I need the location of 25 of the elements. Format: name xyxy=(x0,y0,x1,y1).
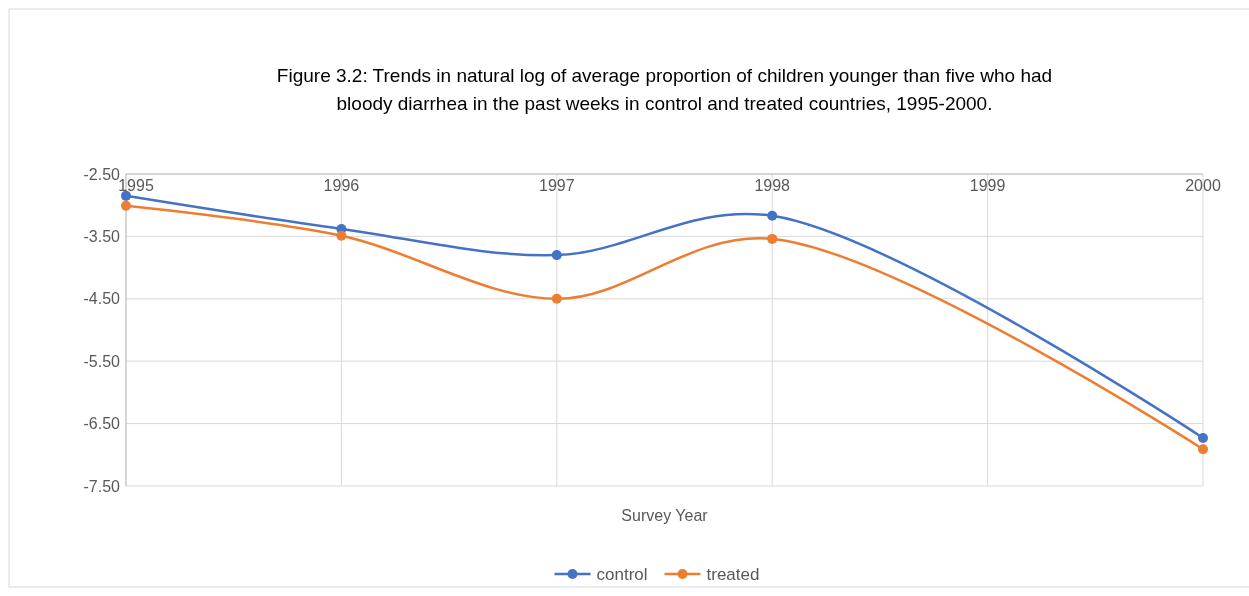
chart-title: Figure 3.2: Trends in natural log of average proportion of children younger than five who had bloody diarrhea in the past weeks in control and treated countries, 1995-2000. xyxy=(276,65,1053,114)
y-tick-label: -4.50 xyxy=(83,290,121,308)
legend-label: treated xyxy=(706,564,760,584)
point xyxy=(121,190,131,201)
point xyxy=(1198,432,1208,443)
point xyxy=(551,293,562,304)
y-tick-label: -5.50 xyxy=(83,352,121,370)
x-axis-title: Survey Year xyxy=(621,507,709,524)
x-tick-label: 1996 xyxy=(323,177,360,195)
y-tick-label: -6.50 xyxy=(83,415,121,433)
point xyxy=(767,233,778,244)
y-tick-label: -7.50 xyxy=(83,477,121,495)
point xyxy=(551,250,562,261)
point xyxy=(121,200,131,211)
legend-label: control xyxy=(596,564,648,584)
x-tick-label: 1995 xyxy=(118,177,154,195)
x-tick-label: 1997 xyxy=(539,177,575,195)
point xyxy=(1198,444,1208,455)
x-tick-label: 1999 xyxy=(969,177,1006,195)
x-tick-label: 1998 xyxy=(754,177,791,195)
x-tick-label: 2000 xyxy=(1185,177,1221,195)
point xyxy=(336,230,347,241)
y-tick-label: -2.50 xyxy=(83,165,121,183)
point xyxy=(767,210,778,221)
y-tick-label: -3.50 xyxy=(83,228,121,245)
